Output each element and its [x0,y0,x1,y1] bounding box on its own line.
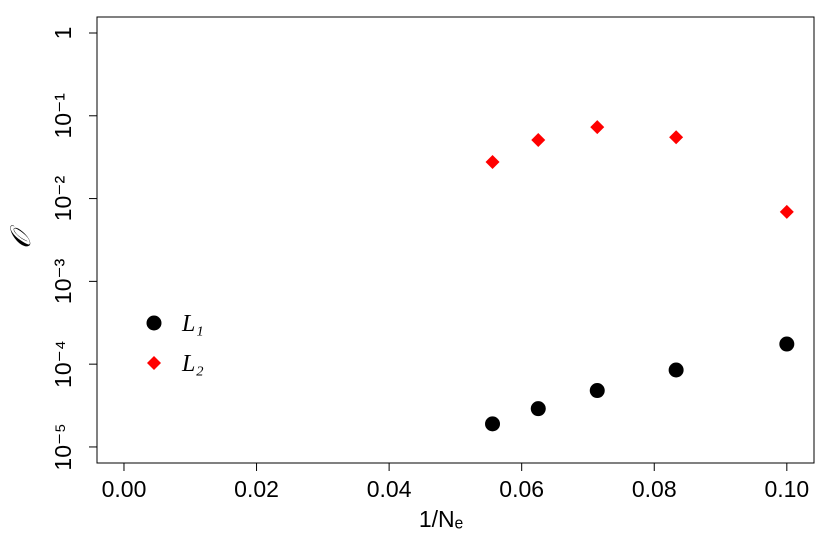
y-axis-label: 𝒪 [5,225,36,249]
point [589,383,605,399]
plot-frame [96,16,815,464]
x-tick-label: 0.06 [499,476,544,502]
x-tick-label: 0.10 [764,476,809,502]
point [531,132,546,147]
point [779,204,794,219]
point [669,130,684,145]
y-tick-label: 10⁻⁴ [50,340,76,388]
y-tick-label: 1 [50,27,76,40]
legend-marker [146,315,162,331]
point [530,401,546,417]
x-tick-label: 0.08 [632,476,677,502]
legend-marker [147,356,161,370]
x-axis-label: 1/Nₑ [419,506,463,532]
y-tick-label: 10⁻² [50,176,76,222]
point [779,336,795,352]
x-tick-label: 0.04 [367,476,412,502]
x-tick-label: 0.02 [234,476,279,502]
legend-label: L₂ [181,351,204,377]
y-tick-label: 10⁻⁵ [50,423,76,470]
y-tick-label: 10⁻¹ [50,93,76,139]
point [485,416,501,432]
point [485,154,500,169]
point [668,362,684,378]
x-tick-label: 0.00 [102,476,147,502]
y-tick-label: 10⁻³ [50,258,76,304]
point [590,120,605,135]
legend-label: L₁ [181,311,204,337]
